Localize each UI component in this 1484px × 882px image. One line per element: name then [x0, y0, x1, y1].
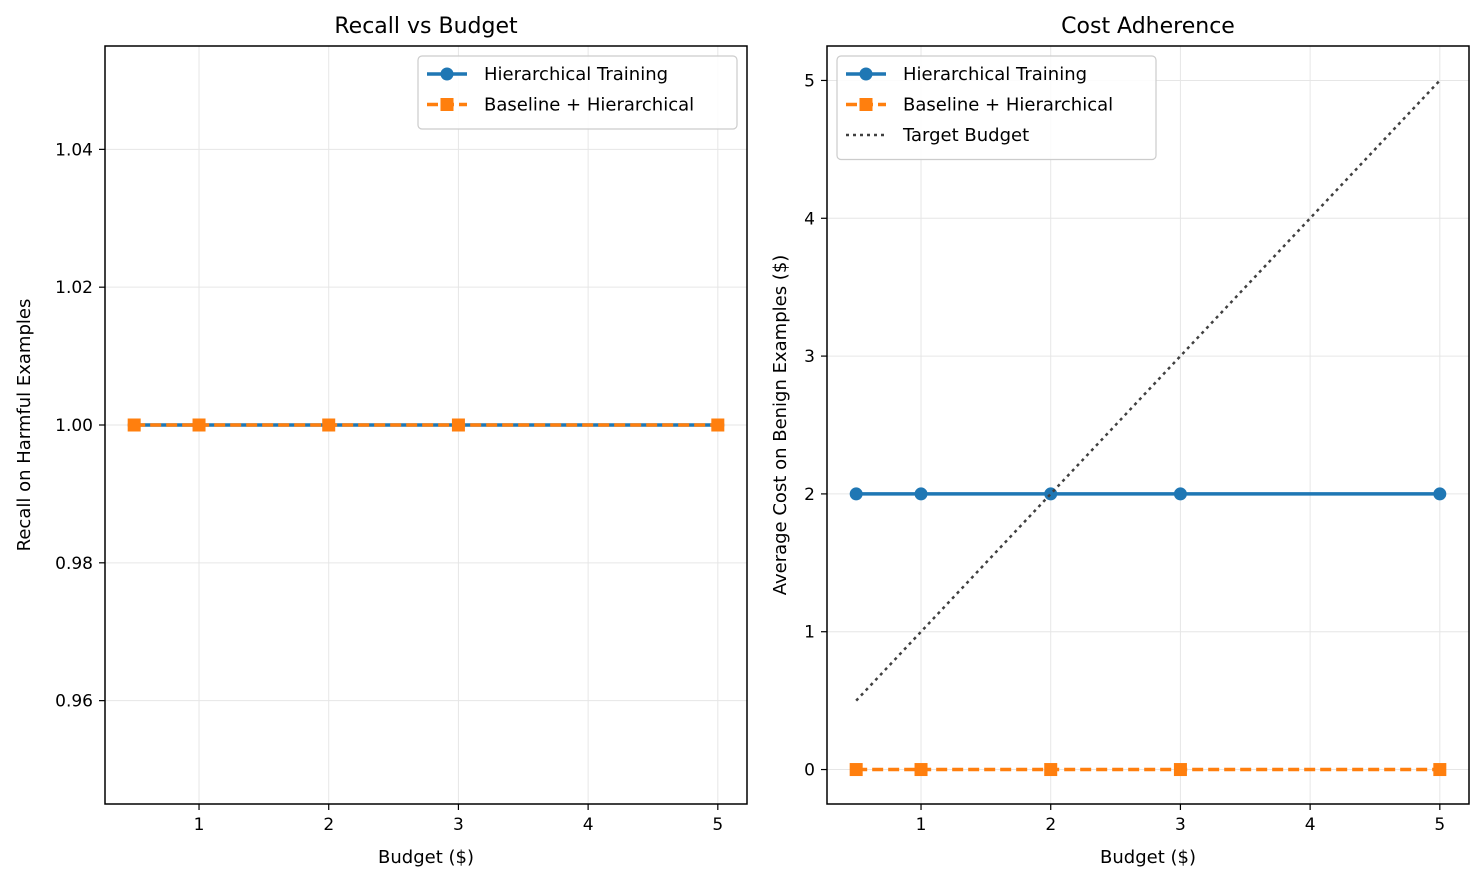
data-point [914, 763, 928, 777]
legend-entry: Hierarchical Training [903, 64, 1087, 85]
y-axis-label: Average Cost on Benign Examples ($) [770, 255, 791, 596]
chart-title: Cost Adherence [1061, 14, 1235, 39]
x-tick-label: 2 [323, 815, 334, 835]
y-tick-label: 5 [804, 71, 815, 91]
data-point [1433, 763, 1447, 777]
y-tick-label: 0.98 [55, 554, 93, 574]
legend: Hierarchical Training Baseline + Hierarch… [836, 55, 1157, 161]
y-tick-label: 1.02 [55, 278, 93, 298]
chart-2: 1 2 3 4 5 0 1 2 3 4 5 Cost Adherence Budget ($) Avera… [770, 14, 1470, 868]
data-point [711, 418, 725, 432]
legend-box [417, 55, 738, 130]
legend-entry: Target Budget [902, 125, 1029, 146]
x-tick-label: 1 [194, 815, 205, 835]
chart-1: 1 2 3 4 5 0.96 0.98 1.00 1.02 1.04 Recall vs Budge… [14, 14, 748, 868]
legend-swatch-marker [440, 98, 454, 111]
x-tick-label: 1 [916, 815, 927, 835]
data-point [192, 418, 206, 432]
data-point [322, 418, 336, 432]
y-tick-label: 1.00 [55, 416, 93, 436]
y-tick-label: 0 [804, 761, 815, 781]
x-tick-label: 2 [1045, 815, 1056, 835]
legend: Hierarchical Training Baseline + Hierarch… [417, 55, 738, 130]
data-point [451, 418, 465, 432]
data-point [849, 487, 863, 501]
series-line-3 [855, 79, 1441, 702]
legend-entry: Baseline + Hierarchical [903, 95, 1113, 116]
legend-swatch-marker [440, 67, 454, 81]
y-tick-label: 0.96 [55, 692, 93, 712]
data-point [1044, 763, 1058, 777]
data-point [127, 418, 141, 432]
legend-swatch-marker [859, 67, 873, 81]
legend-entry: Baseline + Hierarchical [484, 95, 694, 116]
x-tick-label: 5 [1434, 815, 1445, 835]
y-tick-label: 1.04 [55, 140, 93, 160]
x-axis-label: Budget ($) [1100, 847, 1196, 868]
x-tick-label: 3 [453, 815, 464, 835]
y-tick-label: 4 [804, 209, 815, 229]
y-tick-label: 2 [804, 485, 815, 505]
data-point [1044, 487, 1058, 501]
x-tick-label: 3 [1175, 815, 1186, 835]
x-axis-label: Budget ($) [378, 847, 474, 868]
data-point [1433, 487, 1447, 501]
x-tick-label: 4 [583, 815, 594, 835]
y-tick-label: 3 [804, 347, 815, 367]
data-point [914, 487, 928, 501]
chart-title: Recall vs Budget [334, 14, 518, 39]
data-point [849, 763, 863, 777]
x-tick-label: 4 [1305, 815, 1316, 835]
y-axis-label: Recall on Harmful Examples [14, 299, 35, 552]
legend-box [836, 55, 1157, 161]
legend-entry: Hierarchical Training [484, 64, 668, 85]
x-tick-label: 5 [712, 815, 723, 835]
data-point [1173, 487, 1187, 501]
plot-frame [826, 45, 1470, 805]
y-tick-label: 1 [804, 623, 815, 643]
data-point [1173, 763, 1187, 777]
legend-swatch-marker [859, 98, 873, 111]
